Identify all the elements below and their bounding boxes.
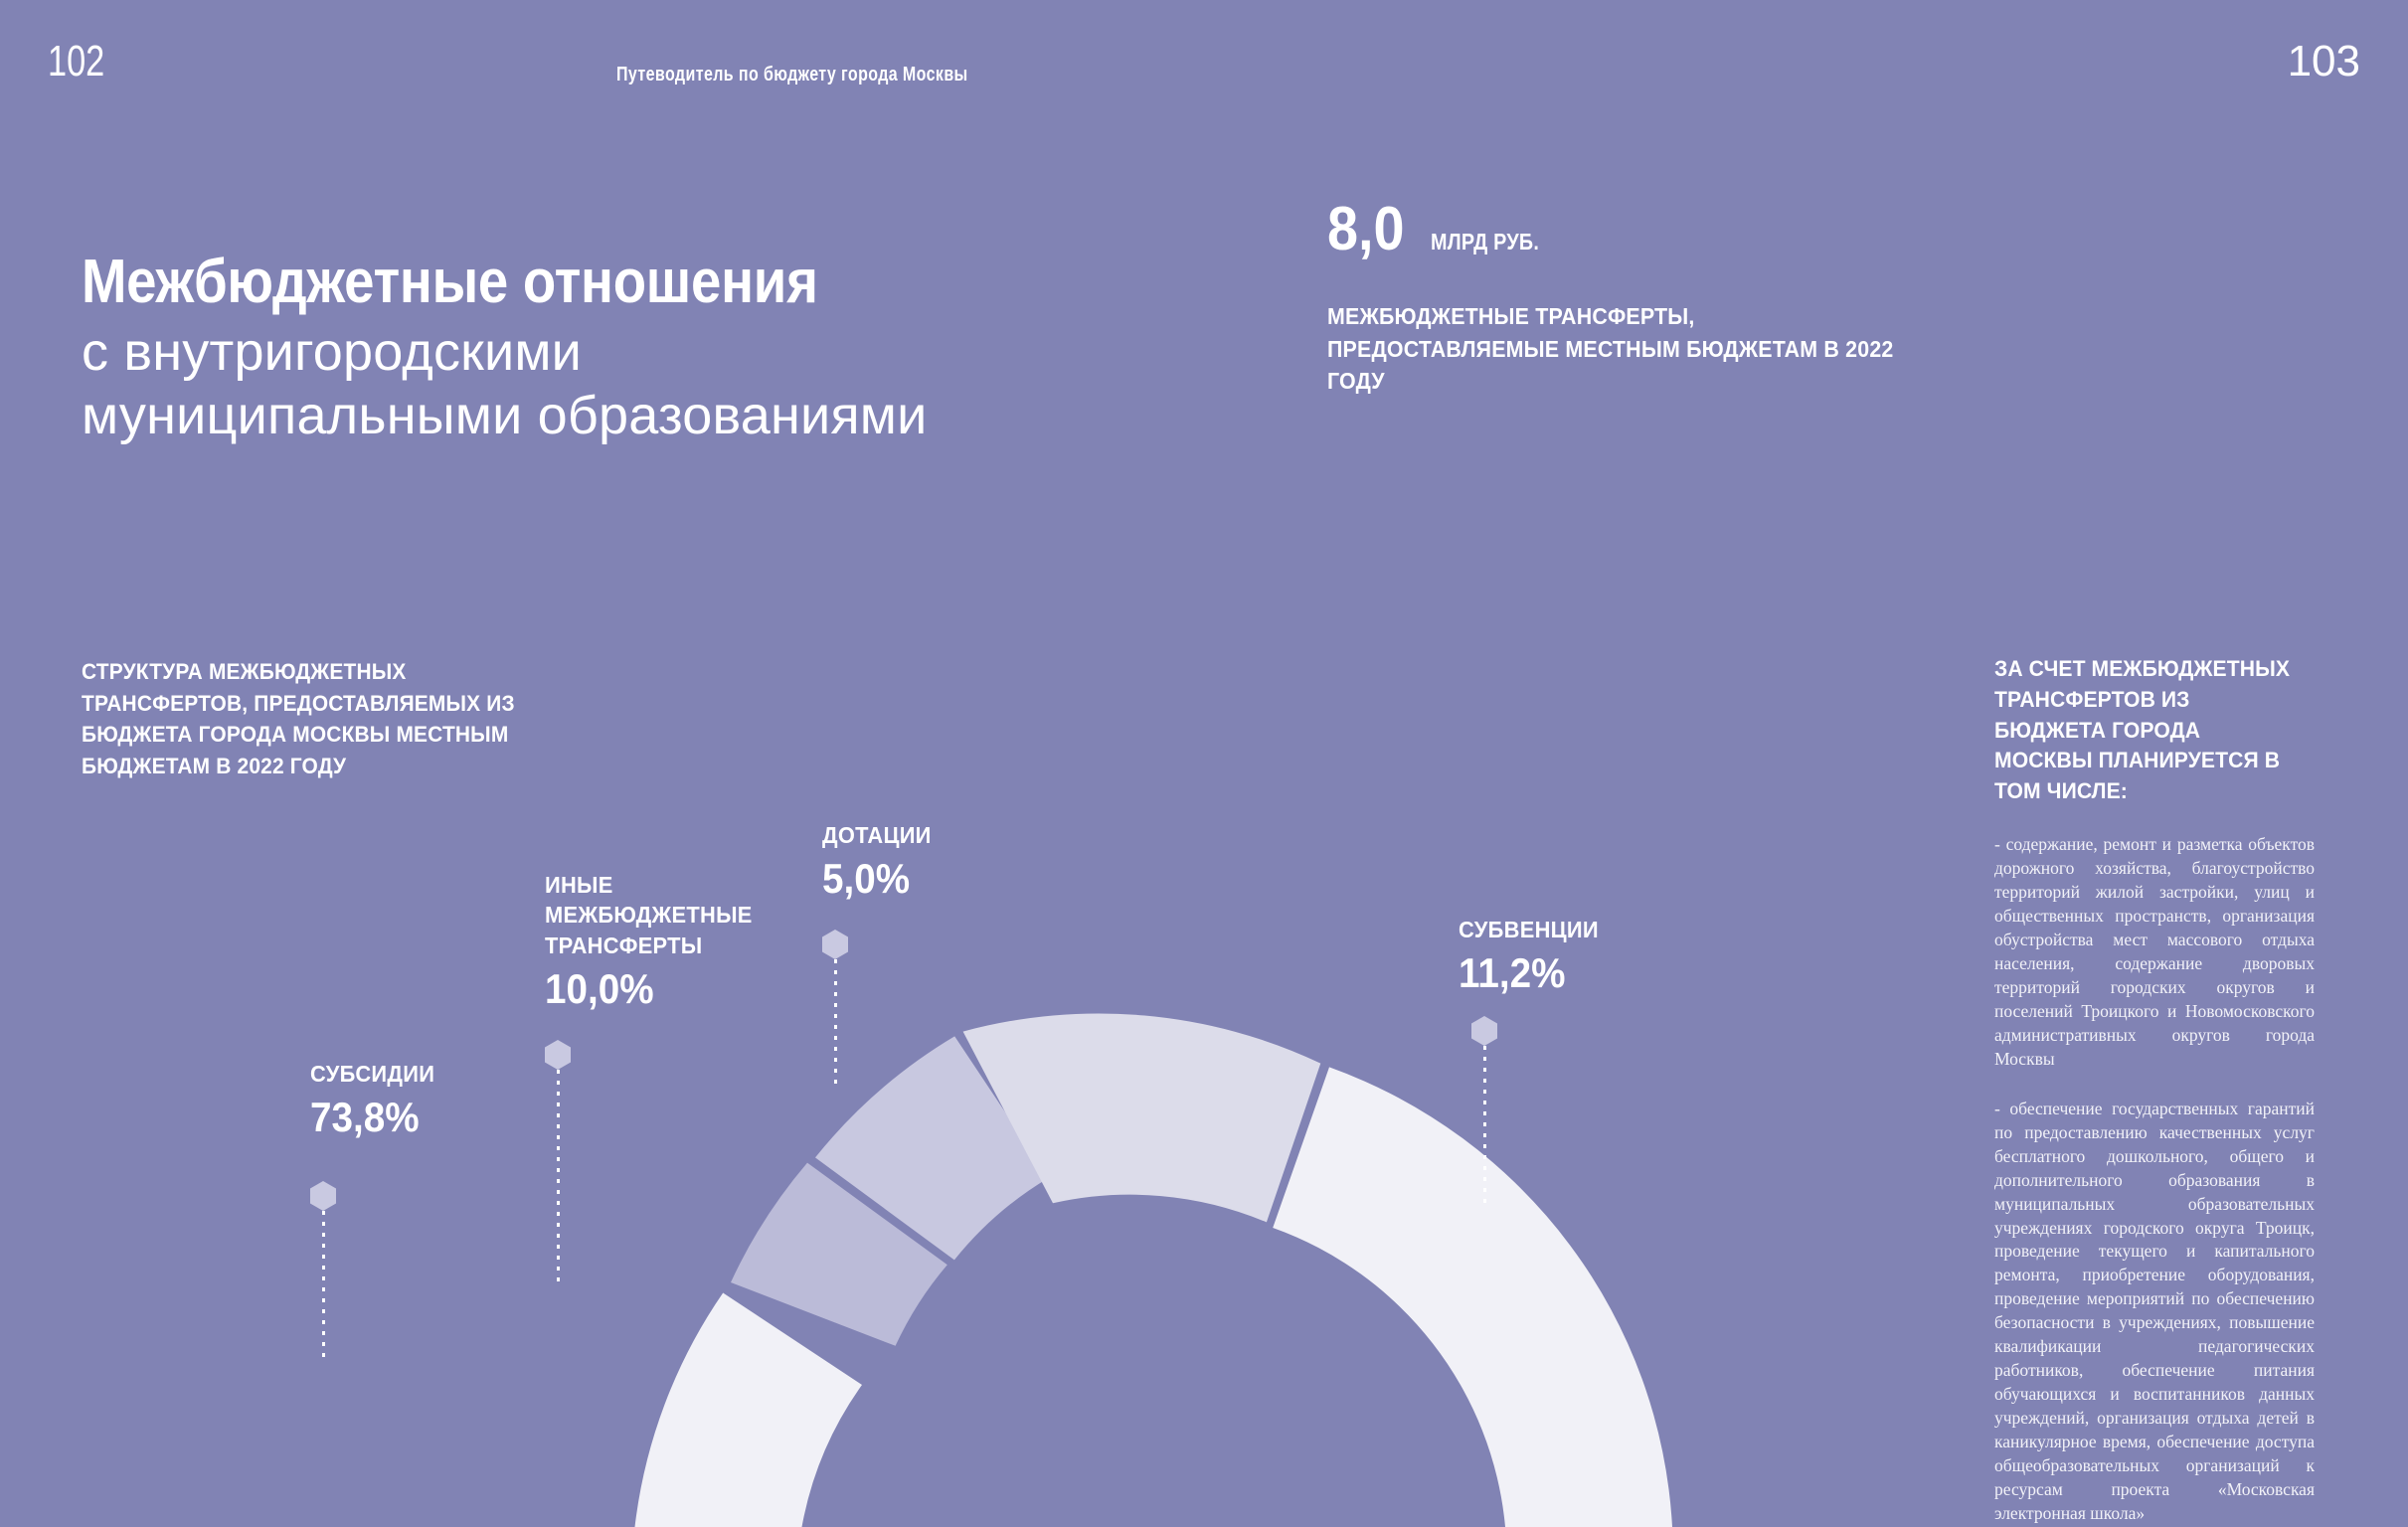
hexagon-marker-icon <box>1471 1016 1497 1046</box>
chart-caption: СТРУКТУРА МЕЖБЮДЖЕТНЫХ ТРАНСФЕРТОВ, ПРЕД… <box>82 659 515 779</box>
right-column: ЗА СЧЕТ МЕЖБЮДЖЕТНЫХ ТРАНСФЕРТОВ ИЗ БЮДЖ… <box>1994 654 2315 1526</box>
page-title-main: Межбюджетные отношения <box>82 248 818 316</box>
right-column-heading: ЗА СЧЕТ МЕЖБЮДЖЕТНЫХ ТРАНСФЕРТОВ ИЗ БЮДЖ… <box>1994 656 2291 804</box>
callout-subvencii-label: СУБВЕНЦИИ <box>1459 917 1599 942</box>
callout-dotacii-label: ДОТАЦИИ <box>822 822 932 848</box>
page-number-left: 102 <box>48 37 105 85</box>
page-number-right: 103 <box>2287 37 2360 85</box>
donut-slice-subsidii-tail <box>634 1292 862 1527</box>
page-title: Межбюджетные отношения с внутригородским… <box>82 251 1036 448</box>
leader-inye <box>545 1040 571 1284</box>
hexagon-marker-icon <box>822 930 848 959</box>
stat-unit: МЛРД РУБ. <box>1431 229 1540 254</box>
stat-caption: МЕЖБЮДЖЕТНЫЕ ТРАНСФЕРТЫ, ПРЕДОСТАВЛЯЕМЫЕ… <box>1327 303 1894 395</box>
right-column-paragraph-1: - содержание, ремонт и разметка объектов… <box>1994 833 2315 1069</box>
callout-dotacii: ДОТАЦИИ 5,0% <box>822 820 937 903</box>
leader-dotacii <box>822 930 848 1087</box>
callout-subsidii: СУБСИДИИ 73,8% <box>310 1059 441 1141</box>
donut-slice-inye <box>731 1162 947 1346</box>
running-head: Путеводитель по бюджету города Москвы <box>616 64 968 85</box>
callout-subsidii-label: СУБСИДИИ <box>310 1061 435 1087</box>
stat-block: 8,0 МЛРД РУБ. МЕЖБЮДЖЕТНЫЕ ТРАНСФЕРТЫ, П… <box>1327 199 1944 398</box>
donut-slice-subvencii <box>962 1013 1321 1223</box>
page-title-sub: с внутригородскими муниципальными образо… <box>82 322 928 445</box>
callout-inye: ИНЫЕ МЕЖБЮДЖЕТНЫЕ ТРАНСФЕРТЫ 10,0% <box>545 870 764 1012</box>
callout-subvencii-value: 11,2% <box>1459 949 1566 997</box>
callout-inye-value: 10,0% <box>545 965 654 1013</box>
leader-subvencii <box>1471 1016 1497 1203</box>
right-column-paragraph-2: - обеспечение государственных гарантий п… <box>1994 1098 2315 1524</box>
leader-dotted-line <box>1482 1046 1486 1203</box>
donut-segments <box>634 1013 1672 1527</box>
hexagon-marker-icon <box>310 1181 336 1211</box>
callout-subsidii-value: 73,8% <box>310 1094 420 1141</box>
stat-value-row: 8,0 МЛРД РУБ. <box>1327 199 1944 260</box>
leader-subsidii <box>310 1181 336 1360</box>
leader-dotted-line <box>321 1211 325 1360</box>
stat-value: 8,0 <box>1327 195 1405 263</box>
callout-subvencii: СУБВЕНЦИИ 11,2% <box>1459 915 1606 997</box>
hexagon-marker-icon <box>545 1040 571 1070</box>
leader-dotted-line <box>833 959 837 1087</box>
donut-slice-dotacii <box>815 1036 1049 1261</box>
leader-dotted-line <box>556 1070 560 1284</box>
callout-dotacii-value: 5,0% <box>822 855 911 903</box>
callout-inye-label: ИНЫЕ МЕЖБЮДЖЕТНЫЕ ТРАНСФЕРТЫ <box>545 872 753 958</box>
